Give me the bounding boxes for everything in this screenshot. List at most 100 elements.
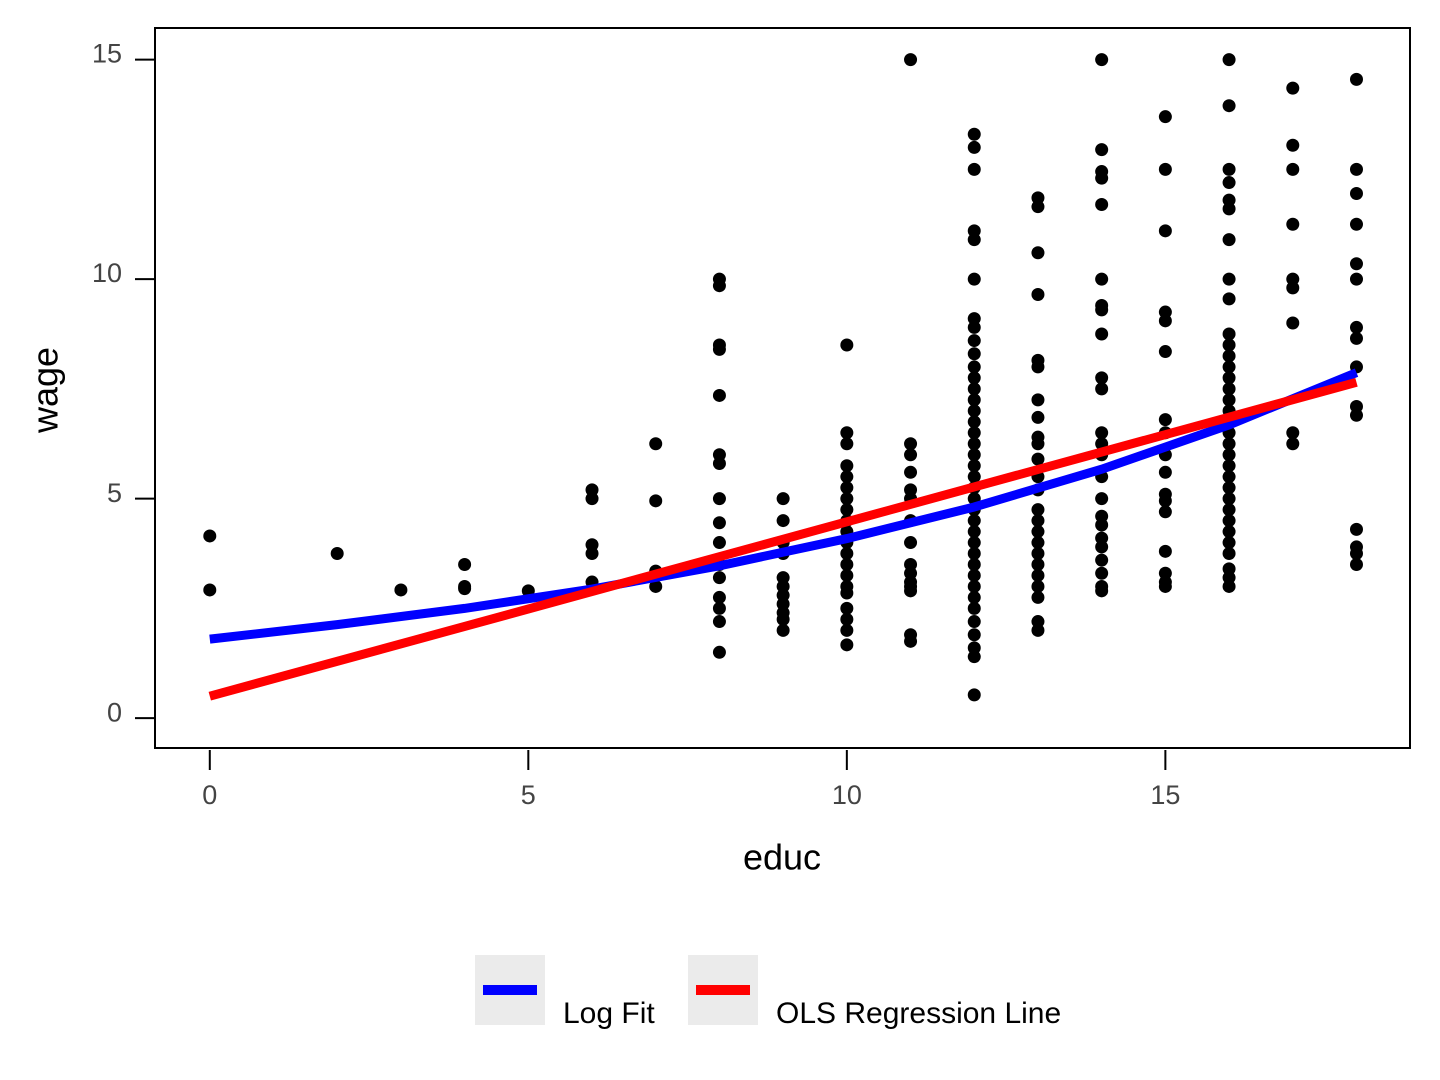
scatter-point: [1222, 448, 1236, 462]
scatter-point: [1286, 316, 1300, 330]
y-tick-label: 15: [92, 39, 122, 69]
scatter-point: [1031, 579, 1045, 593]
scatter-point: [1222, 327, 1236, 341]
scatter-point: [1222, 53, 1236, 67]
scatter-point: [967, 233, 981, 247]
scatter-point: [840, 568, 854, 582]
scatter-point: [585, 492, 599, 506]
scatter-point: [712, 571, 726, 585]
scatter-point: [1158, 544, 1172, 558]
scatter-point: [967, 320, 981, 334]
scatter-point: [1349, 331, 1363, 345]
scatter-point: [967, 470, 981, 484]
scatter-point: [1222, 536, 1236, 550]
scatter-point: [967, 459, 981, 473]
scatter-point: [1031, 200, 1045, 214]
x-axis-title: educ: [743, 837, 821, 878]
scatter-point: [967, 525, 981, 539]
scatter-point: [776, 492, 790, 506]
scatter-point: [1222, 360, 1236, 374]
scatter-point: [967, 360, 981, 374]
scatter-point: [1031, 590, 1045, 604]
scatter-point: [1349, 272, 1363, 286]
scatter-point: [649, 494, 663, 508]
scatter-point: [1349, 408, 1363, 422]
scatter-point: [967, 415, 981, 429]
scatter-point: [967, 650, 981, 664]
scatter-point: [904, 437, 918, 451]
scatter-point: [967, 382, 981, 396]
scatter-point: [967, 426, 981, 440]
scatter-point: [1222, 525, 1236, 539]
y-tick-label: 10: [92, 258, 122, 288]
scatter-point: [1349, 187, 1363, 201]
scatter-point: [967, 547, 981, 561]
scatter-point: [904, 53, 918, 67]
scatter-point: [1222, 162, 1236, 176]
scatter-point: [1222, 338, 1236, 352]
scatter-point: [203, 583, 217, 597]
scatter-point: [1349, 162, 1363, 176]
scatter-point: [967, 601, 981, 615]
scatter-point: [776, 514, 790, 528]
scatter-point: [967, 557, 981, 571]
scatter-point: [712, 536, 726, 550]
scatter-point: [1158, 110, 1172, 124]
scatter-point: [967, 127, 981, 141]
scatter-point: [1031, 503, 1045, 517]
scatter-point: [776, 612, 790, 626]
y-axis-title: wage: [25, 347, 66, 434]
scatter-point: [1095, 566, 1109, 580]
y-tick-label: 0: [107, 697, 122, 727]
scatter-point: [1349, 257, 1363, 271]
scatter-point: [1031, 393, 1045, 407]
scatter-point: [840, 437, 854, 451]
scatter-point: [1222, 176, 1236, 190]
scatter-point: [1158, 505, 1172, 519]
scatter-point: [1158, 345, 1172, 359]
scatter-point: [1095, 272, 1109, 286]
scatter-point: [1095, 492, 1109, 506]
scatter-point: [1286, 281, 1300, 295]
scatter-point: [1095, 171, 1109, 185]
scatter-point: [967, 347, 981, 361]
scatter-point: [1095, 518, 1109, 532]
scatter-point: [1031, 568, 1045, 582]
scatter-point: [712, 645, 726, 659]
scatter-point: [712, 457, 726, 471]
x-tick-label: 0: [202, 780, 217, 810]
scatter-point: [1222, 437, 1236, 451]
fit-line: [208, 377, 1358, 701]
scatter-point: [1095, 303, 1109, 317]
scatter-point: [1349, 72, 1363, 86]
scatter-point: [904, 584, 918, 598]
scatter-point: [1222, 393, 1236, 407]
scatter-point: [1095, 540, 1109, 554]
scatter-point: [967, 579, 981, 593]
scatter-point: [1095, 143, 1109, 157]
fit-line: [209, 368, 1359, 644]
scatter-point: [1031, 557, 1045, 571]
scatter-point: [1031, 360, 1045, 374]
legend-label: OLS Regression Line: [776, 997, 1061, 1030]
scatter-point: [1031, 287, 1045, 301]
scatter-point: [712, 516, 726, 530]
scatter-point: [967, 628, 981, 642]
scatter-point: [1286, 138, 1300, 152]
scatter-point: [1286, 437, 1300, 451]
x-tick-label: 15: [1150, 780, 1180, 810]
scatter-point: [1095, 371, 1109, 385]
scatter-point: [840, 492, 854, 506]
scatter-point: [1349, 522, 1363, 536]
scatter-point: [458, 582, 472, 596]
scatter-point: [967, 334, 981, 348]
scatter-point: [840, 470, 854, 484]
scatter-point: [712, 388, 726, 402]
scatter-point: [840, 547, 854, 561]
scatter-point: [1095, 584, 1109, 598]
scatter-point: [1095, 53, 1109, 67]
scatter-point: [1349, 547, 1363, 561]
scatter-point: [840, 426, 854, 440]
scatter-point: [1095, 197, 1109, 211]
scatter-point: [1286, 81, 1300, 95]
